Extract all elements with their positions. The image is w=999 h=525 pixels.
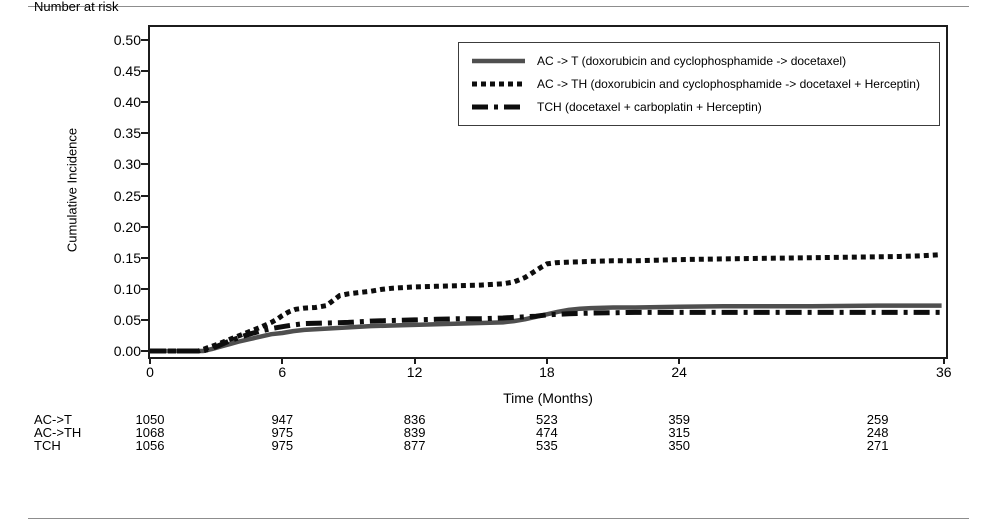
x-tick-mark [281, 357, 284, 364]
legend-dotted-line-icon [472, 81, 525, 87]
y-tick-mark [141, 256, 149, 259]
figure-bottom-rule [28, 518, 969, 519]
x-tick-mark [413, 357, 416, 364]
risk-table-title: Number at risk [34, 0, 119, 14]
y-tick-mark [141, 225, 149, 228]
y-tick-mark [141, 132, 149, 135]
x-tick-label: 12 [406, 364, 423, 380]
risk-value: 947 [271, 412, 294, 427]
y-tick-label: 0.25 [113, 187, 141, 204]
y-tick-label: 0.15 [113, 249, 141, 266]
risk-value: 359 [668, 412, 691, 427]
y-tick-label: 0.50 [113, 32, 141, 48]
y-tick-label: 0.40 [113, 94, 141, 111]
legend-solid-line-icon [472, 58, 525, 64]
x-tick-mark [545, 357, 548, 364]
risk-value: 1050 [135, 412, 165, 427]
legend-item-tch: TCH (docetaxel + carboplatin + Herceptin… [471, 100, 927, 114]
y-tick-mark [141, 101, 149, 104]
y-tick-mark [141, 163, 149, 166]
y-tick-mark [141, 350, 149, 352]
curve-tch [150, 309, 942, 354]
risk-row-label-ac-t: AC->T [34, 412, 72, 427]
risk-value: 975 [271, 438, 294, 453]
x-tick-label: 36 [935, 364, 952, 380]
series-curves [150, 252, 942, 354]
risk-row-label-ac-th: AC->TH [34, 425, 82, 440]
risk-value: 1056 [135, 438, 165, 453]
y-tick-label: 0.00 [113, 343, 141, 359]
x-tick-mark [942, 357, 945, 364]
risk-value: 350 [668, 438, 691, 453]
risk-value: 877 [403, 438, 426, 453]
x-tick-label: 18 [539, 364, 555, 380]
x-axis-title: Time (Months) [503, 390, 593, 406]
x-tick-mark [678, 357, 681, 364]
y-tick-mark [141, 194, 149, 197]
y-tick-mark [141, 318, 149, 321]
risk-value: 259 [866, 412, 889, 427]
y-tick-label: 0.45 [113, 63, 141, 80]
risk-value: 836 [403, 412, 426, 427]
risk-value: 248 [866, 425, 889, 440]
y-tick-mark [141, 287, 149, 290]
risk-value: 975 [271, 425, 294, 440]
y-tick-mark [141, 39, 149, 41]
legend-item-ac-t: AC -> T (doxorubicin and cyclophosphamid… [471, 54, 927, 68]
y-tick-label: 0.20 [113, 218, 141, 235]
risk-value: 839 [403, 425, 426, 440]
y-tick-label: 0.05 [113, 311, 141, 328]
legend: AC -> T (doxorubicin and cyclophosphamid… [458, 42, 940, 126]
y-tick-label: 0.10 [113, 280, 141, 297]
legend-label-tch: TCH (docetaxel + carboplatin + Herceptin… [537, 100, 762, 114]
x-tick-label: 6 [278, 364, 287, 380]
risk-value: 1068 [135, 425, 165, 440]
y-tick-mark [141, 70, 149, 73]
x-tick-label: 0 [146, 364, 154, 380]
risk-row-label-tch: TCH [34, 438, 61, 453]
figure-top-rule [28, 6, 969, 7]
curve-ac-t [150, 303, 942, 354]
x-tick-mark [149, 357, 151, 364]
risk-value: 271 [866, 438, 889, 453]
legend-dashdot-line-icon [472, 104, 525, 110]
legend-item-ac-th: AC -> TH (doxorubicin and cyclophosphami… [471, 77, 927, 91]
plot-area: AC -> T (doxorubicin and cyclophosphamid… [148, 25, 948, 359]
y-tick-label: 0.35 [113, 125, 141, 142]
legend-label-ac-t: AC -> T (doxorubicin and cyclophosphamid… [537, 54, 847, 68]
curve-ac-th [150, 252, 942, 354]
risk-value: 523 [536, 412, 558, 427]
y-axis-title: Cumulative Incidence [64, 127, 80, 253]
x-tick-label: 24 [671, 364, 687, 380]
risk-value: 474 [536, 425, 558, 440]
y-tick-label: 0.30 [113, 156, 141, 173]
risk-value: 535 [536, 438, 558, 453]
risk-value: 315 [668, 425, 691, 440]
legend-label-ac-th: AC -> TH (doxorubicin and cyclophosphami… [537, 77, 920, 91]
